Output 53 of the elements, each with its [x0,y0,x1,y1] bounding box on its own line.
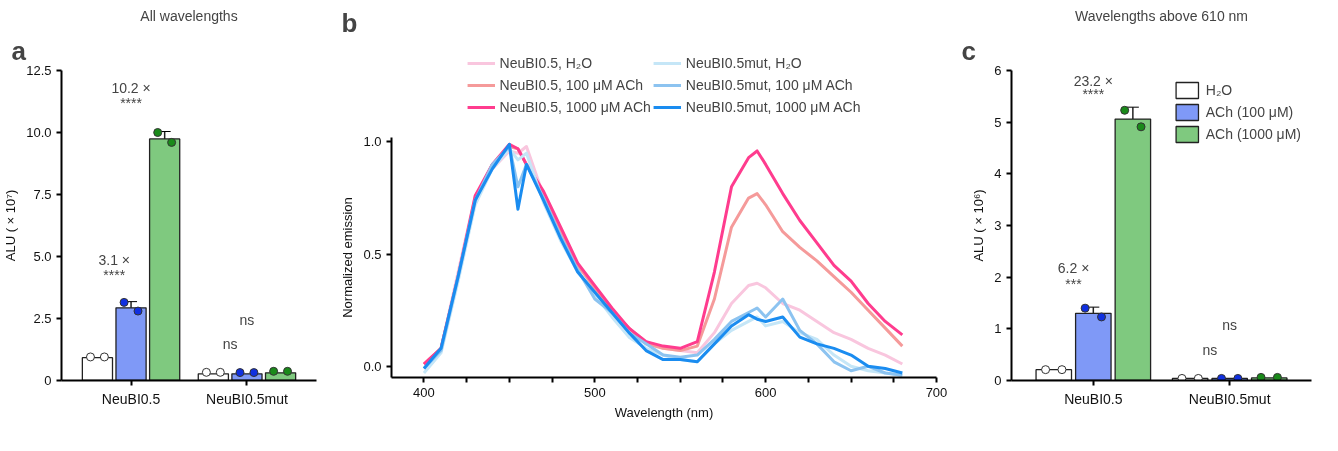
legend-label: NeuBI0.5mut, 100 μM ACh [685,76,853,93]
x-tick-label: NeuBI0.5 [101,390,161,407]
x-tick-label: 500 [583,384,606,400]
bar [1074,312,1112,381]
x-axis-title: Wavelength (nm) [614,404,714,420]
y-tick-label: 1 [994,321,1002,337]
legend-label: H₂O [1205,82,1233,98]
x-tick-label: 700 [925,384,948,400]
y-tick-label: 5 [994,114,1002,130]
y-axis-title: Normalized emission [340,197,356,318]
y-tick-label: 0 [44,373,52,388]
y-tick-label: 2.5 [33,311,52,326]
y-tick-label: 7.5 [33,187,52,202]
chart-title: All wavelengths [140,7,238,24]
annotation: **** [103,267,126,284]
annotation: ns [222,335,238,352]
text: a [11,35,27,66]
y-tick-label: 0.5 [363,246,382,262]
y-tick-label: 0 [994,373,1002,388]
legend-label: ACh (1000 μM) [1205,126,1301,142]
y-tick-label: 0.0 [363,358,382,374]
y-tick-label: 3 [994,218,1002,233]
x-tick-label: NeuBI0.5mut [206,390,288,407]
y-axis-title: ALU ( × 10⁷) [3,189,19,262]
legend-label: NeuBI0.5, 100 μM ACh [499,76,644,93]
legend-label: ACh (100 μM) [1205,104,1294,120]
text: b [341,7,358,38]
annotation: 6.2 × [1057,260,1090,277]
y-axis-title: ALU ( × 10⁶) [971,189,987,262]
legend-label: NeuBI0.5, H₂O [499,54,593,71]
chart-title: Wavelengths above 610 nm [1074,7,1249,24]
legend-label: NeuBI0.5mut, H₂O [685,54,802,71]
y-tick-label: 5.0 [33,249,52,264]
y-tick-label: 2 [994,269,1002,285]
x-tick-label: NeuBI0.5mut [1188,390,1271,407]
annotation: **** [120,95,143,112]
annotation: 3.1 × [98,251,131,268]
annotation: ns [239,312,255,329]
annotation: ns [1202,341,1218,358]
annotation: 10.2 × [111,79,151,96]
x-tick-label: 600 [754,384,777,400]
y-tick-label: 12.5 [26,63,52,78]
legend-label: NeuBI0.5mut, 1000 μM ACh [685,98,861,115]
y-tick-label: 1.0 [363,134,382,150]
y-tick-label: 10.0 [26,125,52,140]
y-tick-label: 6 [994,63,1002,78]
x-tick-label: NeuBI0.5 [1064,390,1123,407]
legend-label: NeuBI0.5, 1000 μM ACh [499,98,651,115]
text: c [961,35,976,66]
x-tick-label: 400 [413,384,435,400]
y-tick-label: 4 [994,166,1002,182]
annotation: ns [1222,317,1238,334]
annotation: *** [1065,275,1083,292]
